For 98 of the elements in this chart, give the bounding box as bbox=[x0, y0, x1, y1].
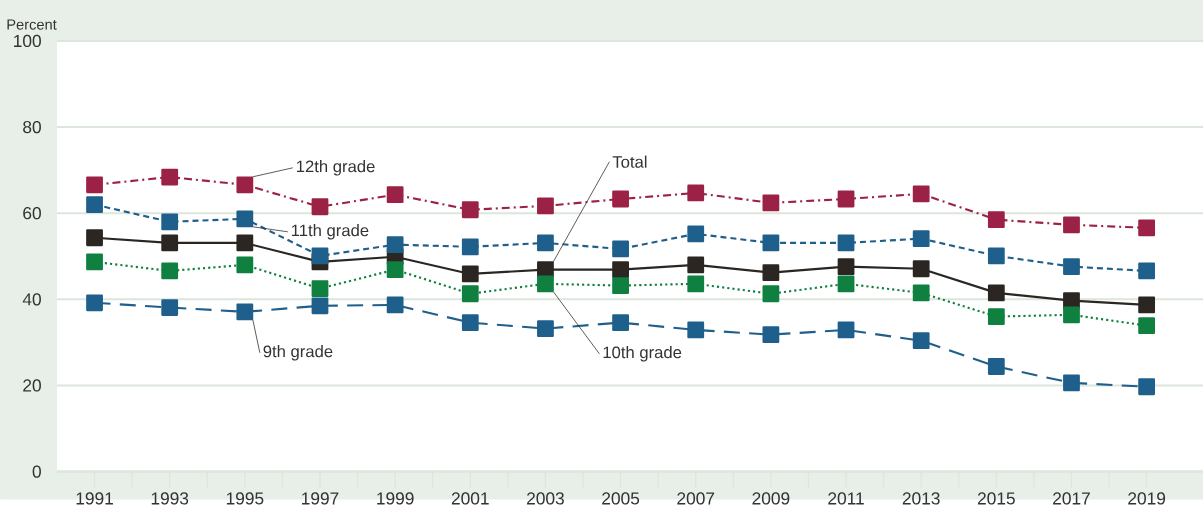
point bbox=[86, 294, 103, 312]
point bbox=[236, 234, 254, 252]
point bbox=[537, 275, 554, 293]
point bbox=[537, 234, 554, 252]
y-tick-label: 0 bbox=[32, 465, 41, 478]
point bbox=[912, 332, 930, 350]
point bbox=[461, 314, 479, 331]
point bbox=[987, 358, 1005, 375]
point bbox=[161, 168, 179, 186]
point bbox=[612, 190, 629, 208]
point bbox=[461, 238, 479, 256]
point bbox=[837, 321, 855, 339]
x-tick-label: 2007 bbox=[677, 492, 715, 505]
point bbox=[987, 211, 1005, 229]
point bbox=[236, 256, 254, 274]
point bbox=[687, 321, 705, 339]
point bbox=[762, 264, 780, 282]
point bbox=[837, 190, 855, 208]
x-tick-label: 1995 bbox=[226, 492, 264, 505]
point bbox=[161, 234, 179, 252]
point bbox=[461, 265, 479, 283]
point bbox=[1138, 262, 1156, 280]
point bbox=[912, 185, 930, 203]
point bbox=[987, 284, 1005, 302]
point bbox=[537, 320, 554, 338]
point bbox=[912, 230, 930, 248]
x-tick-label: 1993 bbox=[151, 492, 189, 505]
point bbox=[612, 240, 629, 258]
point bbox=[1138, 378, 1156, 396]
x-tick-label: 2019 bbox=[1128, 492, 1166, 505]
point bbox=[612, 261, 629, 279]
point bbox=[161, 299, 179, 316]
point bbox=[687, 184, 705, 202]
point bbox=[386, 186, 404, 204]
point bbox=[461, 201, 479, 219]
y-tick-label: 20 bbox=[23, 379, 41, 392]
point bbox=[687, 225, 705, 243]
point bbox=[912, 260, 930, 278]
point bbox=[1063, 306, 1080, 324]
point bbox=[386, 236, 404, 254]
point bbox=[1138, 317, 1156, 334]
y-tick-label: 80 bbox=[23, 120, 41, 134]
x-tick-label: 2013 bbox=[902, 492, 940, 505]
point bbox=[86, 229, 103, 247]
x-tick-label: 1991 bbox=[76, 492, 113, 505]
point bbox=[762, 285, 780, 303]
point bbox=[762, 326, 780, 344]
point bbox=[687, 275, 705, 293]
point bbox=[311, 247, 329, 265]
point bbox=[1138, 219, 1156, 237]
point bbox=[687, 256, 705, 274]
point bbox=[837, 258, 855, 275]
point bbox=[612, 277, 629, 294]
series-label: 9th grade bbox=[263, 345, 333, 361]
x-tick-label: 1999 bbox=[377, 492, 414, 505]
point bbox=[762, 194, 780, 212]
x-tick-label: 2009 bbox=[752, 492, 790, 505]
point bbox=[311, 297, 329, 315]
point bbox=[86, 253, 103, 271]
point bbox=[837, 275, 855, 293]
series-label: 12th grade bbox=[297, 160, 375, 176]
point bbox=[461, 285, 479, 303]
point bbox=[236, 210, 254, 228]
x-tick-label: 2017 bbox=[1053, 492, 1090, 505]
point bbox=[161, 213, 179, 231]
point bbox=[311, 198, 329, 216]
point bbox=[386, 296, 404, 314]
y-tick-label: 60 bbox=[23, 207, 41, 220]
text: 10th grade bbox=[603, 346, 682, 362]
x-tick-label: 2015 bbox=[977, 492, 1015, 505]
y-axis-title: Percent bbox=[7, 19, 57, 30]
x-tick-label: 2003 bbox=[527, 492, 564, 505]
point bbox=[161, 262, 179, 280]
point bbox=[987, 308, 1005, 325]
point bbox=[1063, 216, 1080, 234]
point bbox=[537, 197, 554, 215]
point bbox=[86, 176, 103, 194]
point bbox=[987, 247, 1005, 265]
point bbox=[236, 176, 254, 194]
x-tick-label: 1997 bbox=[302, 492, 339, 505]
y-tick-label: 40 bbox=[22, 293, 41, 306]
point bbox=[1063, 374, 1080, 392]
point bbox=[236, 303, 254, 321]
point bbox=[86, 196, 103, 213]
x-tick-label: 2011 bbox=[828, 492, 864, 505]
point bbox=[762, 234, 780, 252]
x-tick-label: 2005 bbox=[602, 492, 640, 505]
point bbox=[311, 280, 329, 297]
point bbox=[1063, 258, 1080, 275]
point bbox=[386, 261, 404, 279]
y-tick-label: 100 bbox=[14, 34, 41, 48]
x-tick-label: 2001 bbox=[451, 492, 489, 505]
point bbox=[837, 234, 855, 252]
point bbox=[1138, 296, 1156, 314]
series-label: 11th grade bbox=[292, 224, 369, 240]
point bbox=[912, 284, 930, 302]
point bbox=[612, 314, 629, 331]
text: Total bbox=[612, 155, 647, 168]
